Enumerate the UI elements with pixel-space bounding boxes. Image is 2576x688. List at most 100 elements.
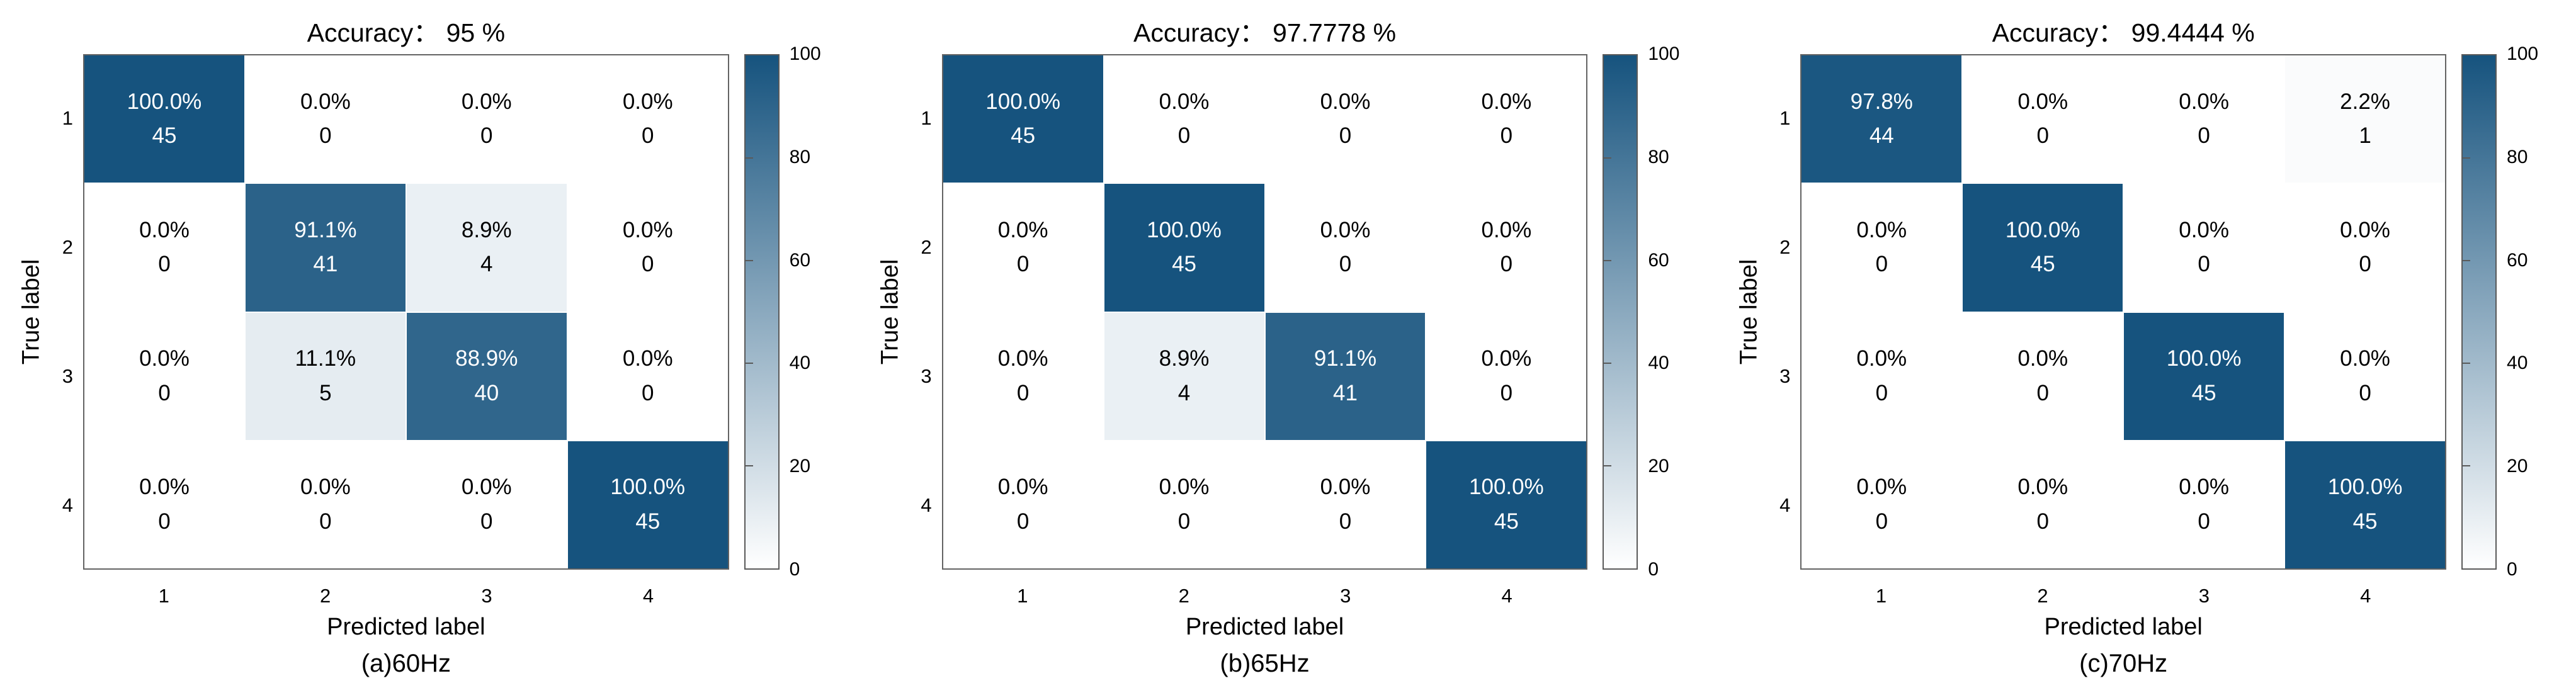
cell-percent: 0.0%	[300, 475, 351, 500]
y-tick-label: 4	[921, 493, 932, 516]
matrix-cell: 91.1% 41	[245, 184, 406, 312]
matrix-cell: 88.9% 40	[406, 312, 567, 440]
cell-percent: 100.0%	[127, 89, 202, 114]
y-tick-label: 2	[1779, 236, 1791, 259]
x-tick-label: 2	[2037, 585, 2048, 607]
cell-count: 0	[2198, 252, 2210, 277]
cell-percent: 0.0%	[461, 89, 512, 114]
colorbar-tick-label: 100	[2507, 43, 2539, 64]
cell-count: 4	[480, 252, 493, 277]
cell-percent: 0.0%	[1320, 217, 1371, 242]
y-tick-label: 4	[62, 493, 73, 516]
cell-count: 0	[1177, 509, 1191, 534]
x-axis-label: Predicted label	[1185, 613, 1344, 640]
matrix-grid: 97.8% 44 0.0% 0 0.0% 0 2.2% 1 0.0% 0 100.0% 45 0.0% 0…	[1801, 55, 2446, 568]
matrix-cell: 8.9% 4	[406, 184, 567, 312]
matrix-cell: 0.0% 0	[245, 55, 406, 183]
cell-count: 41	[313, 252, 338, 277]
cell-count: 0	[641, 123, 654, 149]
y-tick-label: 3	[921, 364, 932, 387]
matrix-cell: 100.0% 45	[2285, 441, 2446, 568]
matrix-cell: 100.0% 45	[1963, 184, 2123, 312]
colorbar-tick-label: 20	[1648, 456, 1669, 477]
cell-count: 0	[480, 123, 493, 149]
panel-caption: (c)70Hz	[2079, 649, 2168, 677]
cell-percent: 0.0%	[622, 346, 673, 371]
cell-percent: 100.0%	[2005, 217, 2080, 242]
matrix-cell: 0.0% 0	[1801, 441, 1962, 568]
colorbar-tick-label: 60	[789, 249, 811, 271]
cell-count: 0	[1500, 252, 1513, 277]
x-tick-label: 4	[1501, 585, 1512, 607]
cell-count: 0	[1339, 509, 1352, 534]
cell-percent: 0.0%	[2179, 475, 2230, 500]
cell-count: 41	[1332, 380, 1358, 405]
cell-percent: 0.0%	[1481, 346, 1532, 371]
colorbar-tick-label: 40	[789, 352, 811, 374]
matrix-cell: 0.0% 0	[1426, 312, 1587, 440]
colorbar-tick-labels: 100 80 60 40 20 0	[1638, 43, 1698, 580]
colorbar-tick	[745, 465, 753, 466]
colorbar-tick-label: 100	[1648, 43, 1680, 64]
cell-count: 0	[1339, 252, 1352, 277]
cell-count: 0	[641, 380, 654, 405]
x-tick-label: 3	[481, 585, 492, 607]
cell-percent: 88.9%	[455, 346, 518, 371]
matrix-frame: 97.8% 44 0.0% 0 0.0% 0 2.2% 1 0.0% 0 100.0% 45 0.0% 0…	[1800, 54, 2447, 570]
matrix-cell: 0.0% 0	[1963, 312, 2123, 440]
cell-percent: 100.0%	[610, 475, 686, 500]
y-axis-label-text: True label	[877, 259, 904, 365]
matrix-cell: 100.0% 45	[567, 441, 728, 568]
cell-percent: 0.0%	[1159, 475, 1210, 500]
y-tick-label: 2	[921, 236, 932, 259]
colorbar-tick-label: 20	[2507, 456, 2528, 477]
cell-percent: 97.8%	[1850, 89, 1913, 114]
confusion-matrix-panel: Accuracy： 99.4444 % True label 1 2 3 4 97.8…	[1717, 3, 2576, 688]
cell-percent: 0.0%	[2017, 89, 2068, 114]
cell-count: 0	[2036, 380, 2049, 405]
y-tick-label: 1	[1779, 107, 1791, 130]
x-tick-labels: 1 2 3 4	[83, 570, 729, 609]
cell-count: 0	[1016, 509, 1030, 534]
cell-count: 0	[1500, 123, 1513, 149]
matrix-cell: 0.0% 0	[406, 441, 567, 568]
cell-count: 0	[1875, 380, 1888, 405]
y-axis-label: True label	[15, 54, 48, 570]
matrix-cell: 0.0% 0	[2285, 184, 2446, 312]
colorbar-tick	[2463, 157, 2471, 159]
matrix-cell: 91.1% 41	[1265, 312, 1426, 440]
cell-percent: 0.0%	[622, 89, 673, 114]
cell-percent: 0.0%	[1856, 346, 1907, 371]
x-tick-labels: 1 2 3 4	[942, 570, 1588, 609]
cell-count: 1	[2359, 123, 2371, 149]
matrix-cell: 0.0% 0	[2124, 55, 2284, 183]
cell-count: 0	[2198, 123, 2210, 149]
cell-count: 45	[1494, 509, 1519, 534]
colorbar-tick	[745, 260, 753, 261]
cell-count: 0	[480, 509, 493, 534]
matrix-frame: 100.0% 45 0.0% 0 0.0% 0 0.0% 0 0.0% 0 91.1% 41 8.9% 4…	[83, 54, 729, 570]
matrix-cell: 8.9% 4	[1104, 312, 1264, 440]
matrix-cell: 0.0% 0	[2124, 184, 2284, 312]
cell-count: 0	[319, 509, 332, 534]
cell-count: 45	[2191, 380, 2216, 405]
colorbar-tick	[745, 157, 753, 159]
matrix-frame: 100.0% 45 0.0% 0 0.0% 0 0.0% 0 0.0% 0 100.0% 45 0.0%…	[941, 54, 1588, 570]
cell-percent: 0.0%	[2179, 89, 2230, 114]
panel-title: Accuracy： 95 %	[307, 18, 506, 47]
x-tick-label: 2	[1178, 585, 1189, 607]
colorbar-tick	[1604, 363, 1612, 364]
colorbar-tick	[2463, 465, 2471, 466]
colorbar-tick-label: 80	[2507, 146, 2528, 167]
x-tick-label: 3	[1340, 585, 1351, 607]
cell-percent: 0.0%	[2340, 346, 2390, 371]
cell-count: 0	[319, 123, 332, 149]
x-tick-labels: 1 2 3 4	[1800, 570, 2446, 609]
matrix-cell: 0.0% 0	[943, 441, 1103, 568]
colorbar-tick-label: 0	[1648, 559, 1659, 580]
cell-count: 44	[1869, 123, 1894, 149]
matrix-cell: 0.0% 0	[1265, 441, 1426, 568]
matrix-cell: 2.2% 1	[2285, 55, 2446, 183]
y-tick-labels: 1 2 3 4	[1765, 54, 1800, 570]
